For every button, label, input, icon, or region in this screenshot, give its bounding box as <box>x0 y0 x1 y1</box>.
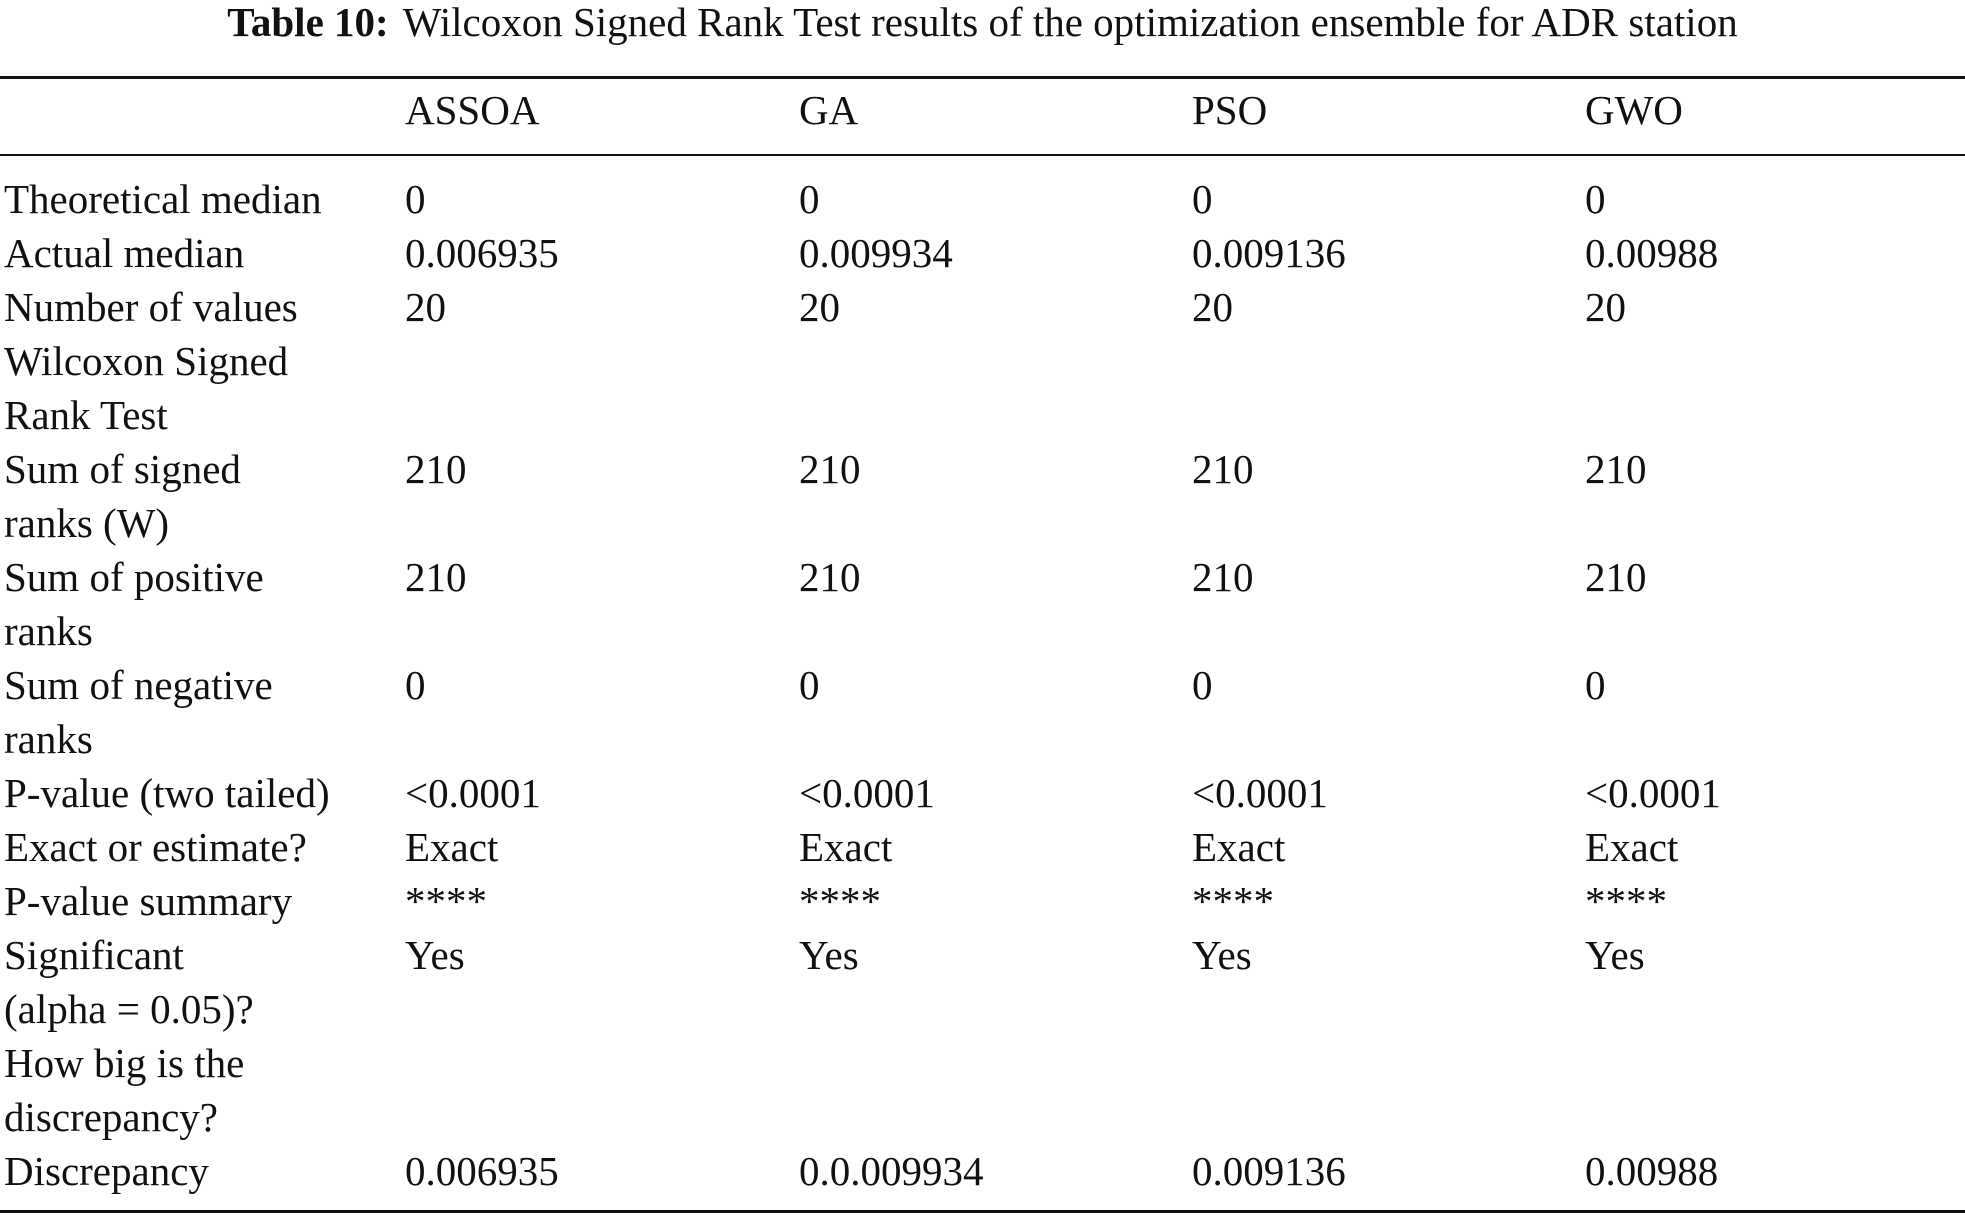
row-label: Exact or estimate? <box>4 820 399 874</box>
column-header-ga: GA <box>799 87 859 133</box>
table-cell: **** <box>405 878 487 924</box>
table-cell: 20 <box>405 284 446 330</box>
row-label: Number of values <box>4 280 399 334</box>
table-caption: Table 10: Wilcoxon Signed Rank Test resul… <box>0 0 1965 60</box>
table-cell: Yes <box>799 932 859 978</box>
table-cell: <0.0001 <box>405 770 541 816</box>
row-label-line: ranks <box>4 716 93 762</box>
table-cell: **** <box>1192 878 1274 924</box>
row-label-line: Theoretical median <box>4 176 322 222</box>
row-label-line: ranks (W) <box>4 500 170 546</box>
row-label: Significant (alpha = 0.05)? <box>4 928 399 1036</box>
table-cell: 210 <box>1192 554 1254 600</box>
row-label-line: Rank Test <box>4 392 168 438</box>
table-cell: 0.006935 <box>405 230 559 276</box>
table-cell: 0 <box>799 176 820 222</box>
column-header-assoa: ASSOA <box>405 87 540 133</box>
table-cell: 0.00988 <box>1585 230 1719 276</box>
row-label-line: How big is the <box>4 1040 245 1086</box>
table-cell: 0 <box>405 662 426 708</box>
row-label: Sum of negative ranks <box>4 658 399 766</box>
column-header-gwo: GWO <box>1585 87 1683 133</box>
table-caption-text: Wilcoxon Signed Rank Test results of the… <box>402 0 1738 45</box>
table-cell: 0.009934 <box>799 230 953 276</box>
row-label-line: P-value summary <box>4 878 293 924</box>
table-cell: 0 <box>799 662 820 708</box>
row-label-line: P-value (two tailed) <box>4 770 330 816</box>
table-cell: **** <box>799 878 881 924</box>
row-label-line: Significant <box>4 932 184 978</box>
table-cell: 210 <box>1585 554 1647 600</box>
table-cell: Exact <box>1192 824 1286 870</box>
row-label-line: Number of values <box>4 284 298 330</box>
row-label: Sum of positive ranks <box>4 550 399 658</box>
row-label: P-value (two tailed) <box>4 766 399 820</box>
table-cell: 210 <box>1585 446 1647 492</box>
table-cell: 0 <box>1585 176 1606 222</box>
table-cell: 210 <box>799 554 861 600</box>
row-label: Theoretical median <box>4 172 399 226</box>
table-caption-label: Table 10: <box>227 0 389 45</box>
column-header-pso: PSO <box>1192 87 1268 133</box>
table-cell: 0 <box>405 176 426 222</box>
table-cell: 210 <box>799 446 861 492</box>
row-label: Wilcoxon Signed Rank Test <box>4 334 399 442</box>
table-top-rule <box>0 76 1965 79</box>
row-label-line: Exact or estimate? <box>4 824 307 870</box>
row-label: Sum of signed ranks (W) <box>4 442 399 550</box>
row-label-line: Sum of signed <box>4 446 241 492</box>
table-cell: 210 <box>1192 446 1254 492</box>
table-cell: 20 <box>1192 284 1233 330</box>
table-cell: 0 <box>1585 662 1606 708</box>
table-cell: **** <box>1585 878 1667 924</box>
table-cell: 20 <box>1585 284 1626 330</box>
row-label: Discrepancy <box>4 1144 399 1198</box>
table-cell: 210 <box>405 446 467 492</box>
table-cell: <0.0001 <box>799 770 935 816</box>
table-cell: 0.0.009934 <box>799 1148 984 1194</box>
table-cell: Exact <box>405 824 499 870</box>
table-cell: 210 <box>405 554 467 600</box>
table-cell: <0.0001 <box>1585 770 1721 816</box>
row-label-line: discrepancy? <box>4 1094 218 1140</box>
row-label-line: Sum of negative <box>4 662 273 708</box>
row-label: P-value summary <box>4 874 399 928</box>
row-label-line: ranks <box>4 608 93 654</box>
row-label-line: Actual median <box>4 230 245 276</box>
row-label: Actual median <box>4 226 399 280</box>
row-label-line: Discrepancy <box>4 1148 209 1194</box>
table-cell: Yes <box>405 932 465 978</box>
row-label: How big is the discrepancy? <box>4 1036 399 1144</box>
table-cell: 0.009136 <box>1192 230 1346 276</box>
table-cell: 0.00988 <box>1585 1148 1719 1194</box>
table-cell: 0 <box>1192 176 1213 222</box>
table-cell: Exact <box>1585 824 1679 870</box>
table-cell: 0.006935 <box>405 1148 559 1194</box>
table-cell: 0.009136 <box>1192 1148 1346 1194</box>
row-label-line: (alpha = 0.05)? <box>4 986 254 1032</box>
table-cell: Yes <box>1192 932 1252 978</box>
table-cell: Exact <box>799 824 893 870</box>
table-cell: 0 <box>1192 662 1213 708</box>
table-bottom-rule <box>0 1210 1965 1213</box>
table-header-rule <box>0 154 1965 156</box>
table-cell: Yes <box>1585 932 1645 978</box>
table-cell: 20 <box>799 284 840 330</box>
table-cell: <0.0001 <box>1192 770 1328 816</box>
row-label-line: Sum of positive <box>4 554 264 600</box>
row-label-line: Wilcoxon Signed <box>4 338 289 384</box>
